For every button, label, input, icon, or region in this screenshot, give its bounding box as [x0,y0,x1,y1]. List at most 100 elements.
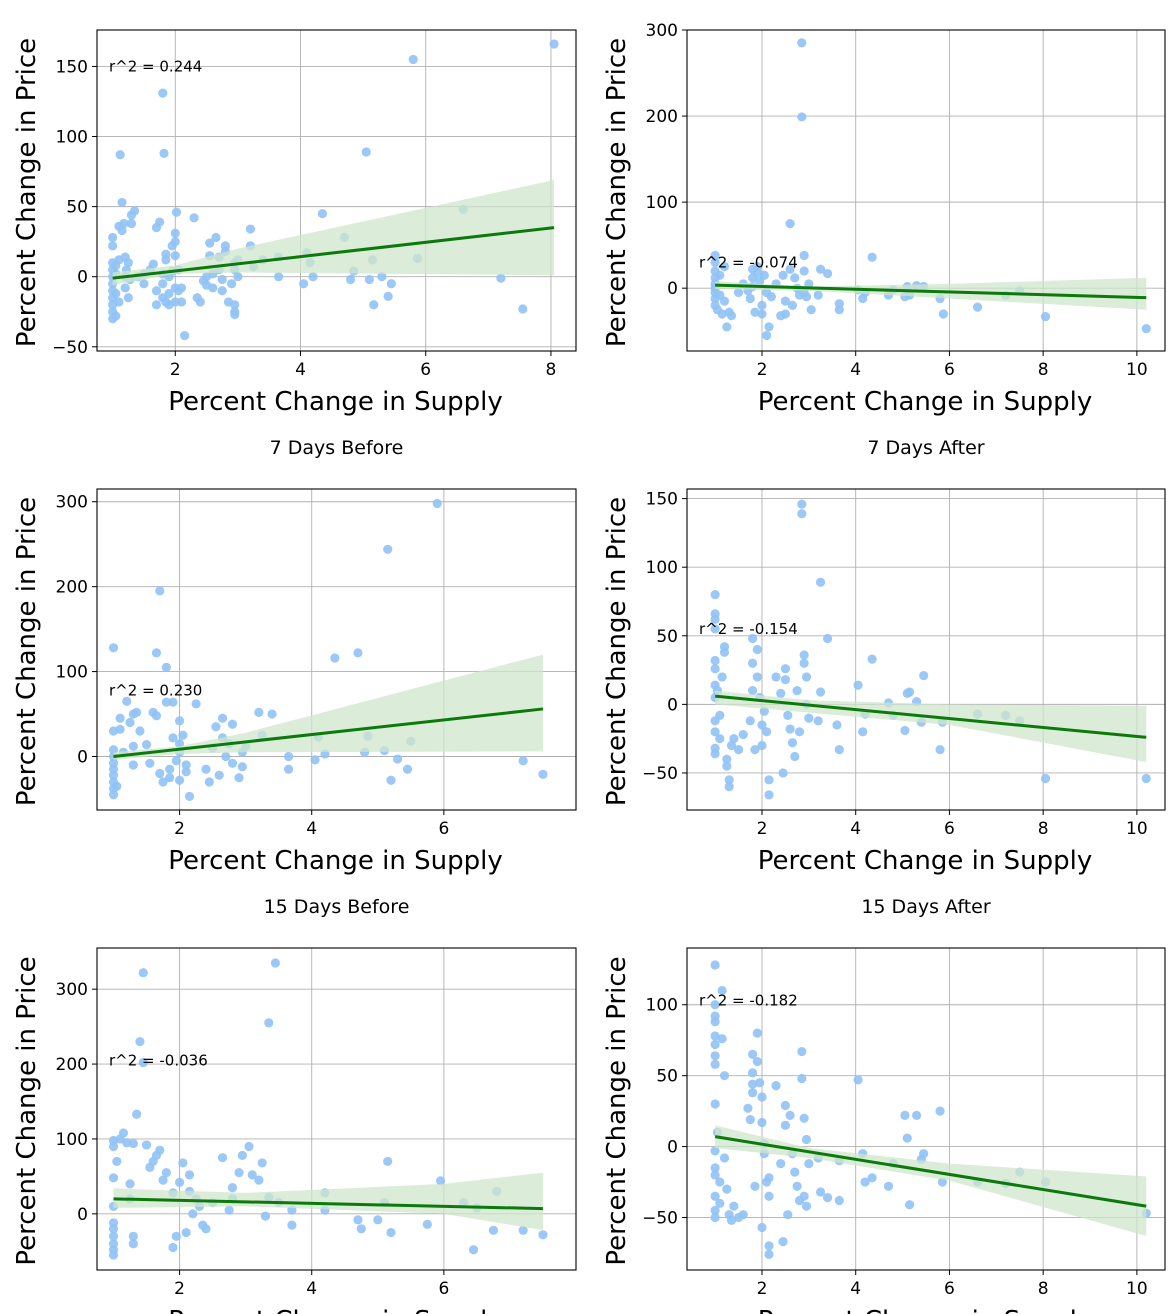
y-tick-label: 100 [646,996,678,1016]
data-point [766,292,776,302]
x-tick-label: 6 [944,1279,955,1299]
data-point [710,664,720,674]
y-tick-label: 200 [646,107,678,127]
data-point [710,1039,720,1050]
data-point [938,309,948,319]
data-point [785,724,795,734]
data-point [799,658,809,668]
data-point [151,648,162,658]
y-tick-label: 100 [646,558,678,578]
data-point [804,279,814,289]
data-point [787,300,798,310]
data-point [764,790,774,800]
data-point [738,1210,748,1220]
data-point [904,1200,915,1210]
data-point [710,1000,720,1010]
data-point [867,654,877,664]
data-point [383,1156,393,1167]
data-point [123,258,133,268]
data-point [308,272,318,282]
data-point [801,292,812,302]
data-point [158,88,168,98]
data-point [710,727,720,737]
data-point [799,1191,809,1201]
data-point [129,206,140,216]
y-tick-label: 200 [56,578,88,598]
data-point [518,756,528,766]
data-point [743,1103,753,1113]
data-point [710,1099,720,1109]
x-tick-label: 6 [438,1279,449,1299]
data-point [181,767,191,777]
data-point [171,1231,181,1241]
data-point [1040,773,1051,784]
x-axis-label: Percent Change in Supply [758,846,1092,876]
data-point [745,716,755,726]
x-tick-label: 10 [1126,1279,1148,1299]
data-point [867,252,877,262]
data-point [724,775,734,785]
data-point [1141,324,1151,334]
data-point [184,1170,195,1180]
x-tick-label: 4 [306,1279,317,1299]
x-tick-label: 8 [1038,819,1049,839]
data-point [778,1237,788,1247]
x-tick-label: 6 [420,360,431,380]
data-point [815,687,826,697]
data-point [717,672,727,682]
data-point [717,309,727,319]
data-point [710,1205,720,1216]
data-point [138,1057,148,1068]
data-point [155,217,165,227]
data-point [799,1113,809,1123]
data-point [125,717,135,728]
data-point [217,713,228,723]
y-axis-label: Percent Change in Price [12,956,42,1265]
confidence-band [112,179,555,286]
data-point [141,1140,152,1150]
data-point [834,745,844,755]
data-point [778,270,788,280]
data-point [299,279,309,289]
data-point [111,311,121,321]
y-tick-label: 150 [56,57,88,77]
data-point [383,291,393,301]
data-point [184,791,195,802]
data-point [757,1222,767,1233]
data-point [180,330,190,341]
r-squared-annotation: r^2 = -0.036 [109,1051,208,1069]
data-point [935,745,945,755]
x-tick-label: 2 [757,1279,768,1299]
x-tick-label: 4 [850,819,861,839]
panel-15-days-before: 2 4 6 0 100 200 300 Percent Change in Supply Per… [12,896,577,1314]
data-point [757,1092,767,1102]
y-tick-label: 0 [667,1138,678,1158]
plot-area [108,39,559,341]
y-tick-label: 0 [667,279,678,299]
data-point [797,1046,807,1057]
data-point [804,713,814,723]
plot-area [710,960,1151,1259]
data-point [710,1059,720,1069]
data-point [752,644,762,655]
data-point [883,1181,894,1191]
data-point [549,39,559,49]
data-point [205,238,215,248]
data-point [912,1110,922,1120]
data-point [752,268,762,278]
data-point [538,769,548,779]
data-point [373,1215,383,1225]
data-point [797,112,807,122]
data-point [201,764,211,774]
data-point [287,1220,297,1230]
data-point [799,250,809,261]
data-point [174,716,185,726]
axes-frame [96,29,577,352]
panel-15-days-after: 2 4 6 8 10 −50 0 50 100 Percent Change in Supply P… [602,896,1166,1314]
data-point [790,751,800,762]
x-tick-label: 8 [546,360,557,380]
data-point [764,322,774,332]
data-point [719,296,730,306]
data-point [128,1138,138,1149]
